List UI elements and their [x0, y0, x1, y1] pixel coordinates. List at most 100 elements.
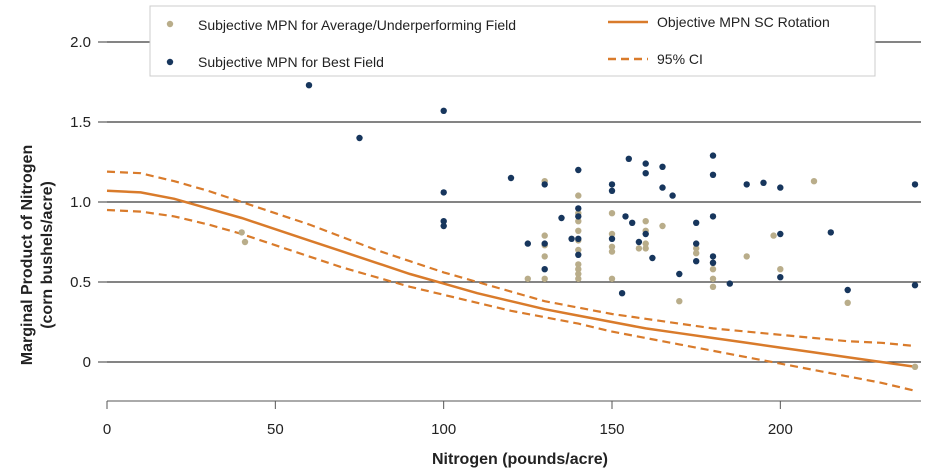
point-best-field: [608, 181, 616, 188]
point-average-field: [541, 232, 548, 239]
point-best-field: [568, 235, 575, 242]
point-average-field: [238, 229, 245, 236]
point-average-field: [608, 230, 616, 238]
point-best-field: [305, 82, 313, 89]
point-average-field: [709, 275, 717, 282]
point-average-field: [844, 299, 851, 306]
point-average-field: [575, 261, 582, 268]
point-best-field: [625, 155, 632, 162]
point-best-field: [649, 254, 656, 262]
point-average-field: [777, 266, 784, 273]
point-best-field: [709, 152, 717, 159]
point-average-field: [770, 232, 777, 239]
point-average-field: [575, 270, 582, 278]
legend-label-ci: 95% CI: [657, 51, 703, 67]
point-best-field: [642, 230, 649, 238]
point-average-field: [524, 275, 531, 282]
point-average-field: [635, 245, 643, 252]
point-average-field: [642, 245, 649, 252]
confidence-interval-lines: [106, 170, 916, 392]
point-best-field: [709, 259, 717, 266]
point-best-field: [622, 213, 629, 220]
point-average-field: [608, 210, 616, 217]
point-best-field: [693, 258, 700, 265]
legend-label-average: Subjective MPN for Average/Underperformi…: [198, 17, 516, 33]
legend-marker-average: [166, 20, 174, 28]
point-best-field: [693, 240, 700, 247]
point-average-field: [575, 246, 582, 254]
point-average-field: [659, 222, 666, 230]
point-average-field: [810, 178, 818, 185]
point-best-field: [524, 240, 531, 247]
legend-label-objective: Objective MPN SC Rotation: [657, 14, 830, 30]
point-average-field: [676, 298, 683, 305]
point-best-field: [356, 134, 363, 142]
x-tick-label: 0: [103, 421, 111, 438]
point-best-field: [709, 213, 717, 220]
point-best-field: [440, 218, 447, 225]
point-best-field: [440, 189, 447, 196]
x-tick-label: 150: [599, 421, 624, 438]
point-best-field: [575, 166, 582, 174]
point-best-field: [844, 286, 851, 294]
point-best-field: [669, 192, 676, 199]
point-average-field: [743, 253, 750, 260]
point-best-field: [575, 251, 582, 258]
point-best-field: [541, 181, 548, 188]
legend-marker-best: [166, 58, 174, 66]
point-best-field: [777, 274, 784, 281]
point-average-field: [709, 266, 717, 273]
point-average-field: [608, 275, 616, 282]
point-best-field: [760, 179, 767, 186]
point-best-field: [827, 229, 834, 236]
point-best-field: [726, 280, 733, 287]
point-best-field: [709, 253, 717, 260]
legend-box: [149, 5, 876, 77]
point-best-field: [659, 184, 666, 191]
point-average-field: [911, 363, 919, 370]
x-tick-label: 100: [431, 421, 456, 438]
point-average-field: [575, 275, 582, 282]
point-best-field: [440, 222, 447, 230]
x-tick-label: 50: [267, 421, 284, 438]
point-average-field: [541, 253, 548, 260]
point-best-field: [575, 235, 582, 242]
point-best-field: [440, 107, 447, 115]
grid-lines: [107, 41, 921, 363]
y-axis-title-line1: Marginal Product of Nitrogen: [19, 145, 36, 365]
point-best-field: [541, 240, 548, 247]
point-best-field: [777, 184, 784, 191]
point-best-field: [676, 270, 683, 278]
point-average-field: [608, 248, 616, 255]
point-best-field: [709, 171, 717, 178]
point-average-field: [575, 266, 582, 273]
y-tick-label: 0.5: [70, 274, 91, 291]
point-best-field: [659, 163, 666, 170]
y-axis-title: Marginal Product of Nitrogen (corn bushe…: [19, 145, 56, 365]
point-best-field: [642, 170, 649, 177]
y-tick-label: 2.0: [70, 34, 91, 51]
x-axis-ticks: 0 50 100 150 200: [103, 401, 793, 438]
point-best-field: [541, 266, 548, 273]
point-best-field: [575, 205, 582, 212]
point-best-field: [575, 213, 582, 220]
point-average-field: [709, 283, 717, 290]
point-average-field: [541, 275, 548, 282]
y-tick-label: 1.5: [70, 114, 91, 131]
point-best-field: [743, 181, 750, 188]
objective-mpn-curve: [106, 189, 916, 369]
y-axis-title-line2: (corn bushels/acre): [39, 181, 56, 329]
point-average-field: [575, 218, 582, 225]
y-tick-label: 1.0: [70, 194, 91, 211]
point-average-field: [575, 192, 582, 199]
point-average-field: [642, 218, 649, 225]
point-best-field: [608, 187, 616, 194]
point-average-field: [241, 238, 249, 246]
ci-upper-line: [106, 170, 916, 348]
x-tick-label: 200: [768, 421, 793, 438]
point-average-field: [642, 240, 649, 247]
point-best-field: [693, 219, 700, 226]
point-average-field: [608, 243, 616, 250]
y-tick-label: 0: [83, 354, 91, 371]
